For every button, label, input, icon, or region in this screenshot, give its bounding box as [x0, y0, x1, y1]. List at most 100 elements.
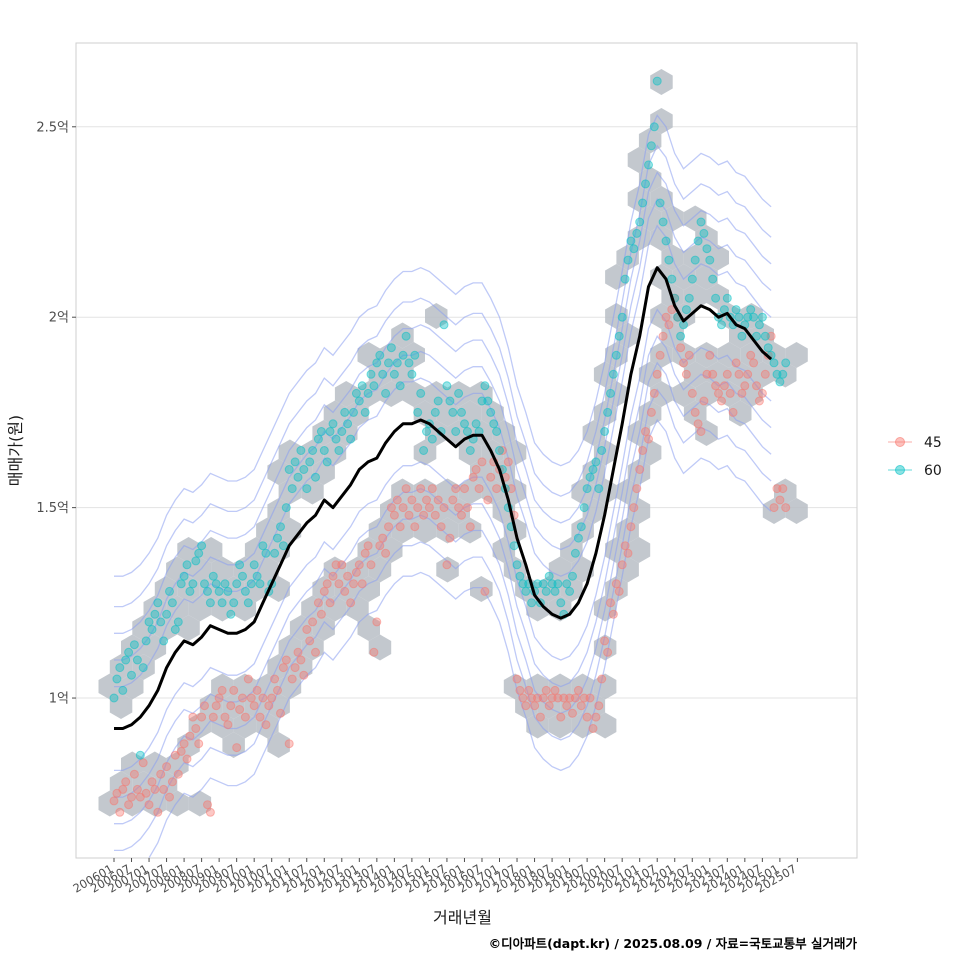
scatter-point-60 — [439, 320, 449, 330]
scatter-point-45 — [676, 343, 686, 353]
scatter-point-60 — [708, 274, 718, 284]
scatter-point-45 — [422, 495, 431, 505]
scatter-point-60 — [661, 236, 671, 246]
scatter-point-60 — [319, 446, 329, 455]
scatter-point-60 — [118, 685, 128, 695]
scatter-point-45 — [576, 701, 586, 711]
scatter-point-45 — [354, 560, 364, 570]
scatter-point-45 — [401, 484, 411, 494]
scatter-point-45 — [167, 777, 177, 787]
scatter-point-45 — [240, 712, 250, 722]
scatter-point-60 — [328, 419, 338, 429]
scatter-point-60 — [445, 396, 455, 406]
hexbin-cell — [380, 537, 403, 563]
scatter-point-45 — [521, 701, 531, 711]
scatter-point-60 — [629, 244, 639, 254]
scatter-point-60 — [407, 369, 417, 379]
scatter-point-60 — [223, 586, 233, 596]
scatter-point-45 — [661, 312, 671, 322]
scatter-point-45 — [302, 625, 312, 634]
scatter-point-60 — [626, 236, 636, 246]
scatter-point-60 — [684, 293, 694, 303]
scatter-point-60 — [763, 343, 773, 353]
scatter-point-60 — [623, 255, 633, 265]
scatter-point-60 — [325, 427, 335, 436]
scatter-point-60 — [515, 571, 525, 581]
scatter-point-45 — [769, 503, 779, 513]
scatter-point-60 — [457, 407, 466, 417]
scatter-point-45 — [492, 484, 502, 494]
scatter-point-60 — [308, 446, 318, 455]
hexbin-cell — [357, 576, 380, 602]
scatter-point-60 — [702, 244, 712, 254]
scatter-point-45 — [173, 769, 183, 779]
scatter-point-45 — [757, 388, 767, 398]
scatter-point-60 — [197, 541, 207, 551]
scatter-point-60 — [165, 586, 174, 596]
scatter-point-60 — [278, 541, 288, 551]
hexbin-cell — [627, 186, 651, 212]
scatter-point-60 — [351, 388, 361, 398]
scatter-point-45 — [699, 396, 709, 406]
scatter-point-60 — [471, 419, 481, 429]
legend-label-60: 60 — [924, 463, 942, 479]
scatter-point-60 — [357, 381, 367, 391]
scatter-point-45 — [343, 571, 353, 581]
scatter-point-45 — [392, 495, 402, 505]
hexbin-cell — [211, 556, 234, 583]
scatter-point-45 — [568, 708, 577, 718]
scatter-point-60 — [667, 274, 677, 284]
hexbin-cell — [425, 303, 448, 329]
scatter-point-45 — [316, 609, 326, 619]
scatter-point-45 — [182, 754, 192, 764]
hexbin-cell — [222, 693, 245, 719]
hexbin-cell — [582, 459, 606, 485]
hexbin-cell — [301, 595, 324, 622]
scatter-point-45 — [252, 685, 262, 695]
scatter-point-45 — [760, 369, 770, 379]
scatter-point-60 — [343, 419, 353, 429]
scatter-point-45 — [556, 712, 566, 722]
scatter-point-45 — [407, 495, 417, 505]
scatter-point-60 — [541, 586, 551, 596]
scatter-point-60 — [135, 750, 145, 760]
scatter-point-45 — [641, 427, 650, 436]
scatter-point-60 — [427, 434, 437, 444]
scatter-point-60 — [448, 407, 458, 417]
hexbin-cell — [199, 693, 223, 719]
trend-line-layer — [114, 266, 773, 730]
scatter-point-60 — [483, 396, 493, 406]
scatter-point-45 — [273, 685, 282, 695]
scatter-point-60 — [611, 350, 621, 360]
scatter-point-60 — [570, 548, 580, 558]
scatter-point-45 — [644, 434, 653, 444]
scatter-point-60 — [734, 312, 744, 322]
scatter-point-45 — [687, 388, 697, 398]
scatter-point-60 — [696, 217, 706, 227]
hexbin-cell — [121, 751, 144, 778]
hexbin-cell — [368, 634, 392, 661]
scatter-point-45 — [550, 685, 560, 695]
scatter-point-60 — [150, 609, 160, 619]
scatter-point-45 — [185, 731, 195, 741]
scatter-point-60 — [658, 217, 668, 227]
scatter-point-45 — [573, 685, 583, 695]
scatter-point-60 — [115, 663, 125, 673]
hexbin-cell — [526, 595, 549, 622]
hexbin-cell — [121, 634, 144, 661]
scatter-point-45 — [413, 503, 423, 513]
scatter-point-60 — [203, 586, 212, 596]
hexbin-cell — [447, 381, 470, 407]
scatter-point-60 — [381, 388, 391, 398]
scatter-point-60 — [141, 636, 151, 646]
scatter-point-45 — [293, 647, 303, 657]
scatter-point-60 — [681, 305, 691, 315]
scatter-point-60 — [760, 331, 770, 341]
scatter-point-45 — [249, 701, 259, 711]
scatter-point-45 — [515, 685, 525, 695]
scatter-point-45 — [389, 510, 399, 520]
hexbin-cell — [413, 439, 437, 466]
scatter-point-60 — [565, 586, 575, 596]
scatter-point-60 — [687, 274, 697, 284]
scatter-point-45 — [427, 484, 437, 494]
